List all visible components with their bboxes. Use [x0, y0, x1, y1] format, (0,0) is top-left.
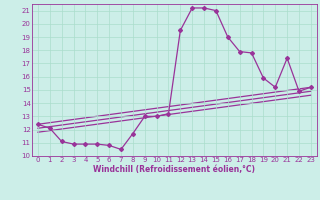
X-axis label: Windchill (Refroidissement éolien,°C): Windchill (Refroidissement éolien,°C): [93, 165, 255, 174]
